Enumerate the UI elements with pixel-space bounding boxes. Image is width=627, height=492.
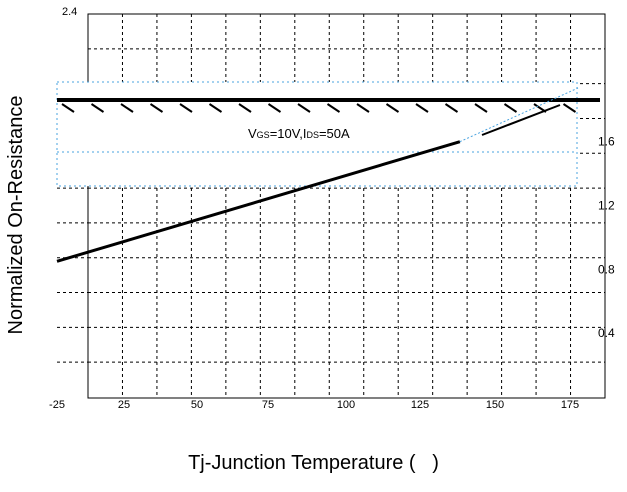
overlay-mark <box>267 103 282 113</box>
overlay-mark <box>90 103 105 113</box>
series-line <box>56 140 461 263</box>
y-tick-label: 0.4 <box>598 326 615 340</box>
series-secondary <box>481 104 561 136</box>
overlay-mark <box>149 103 164 113</box>
x-tick-label: 75 <box>262 399 274 411</box>
x-axis-label: Tj-Junction Temperature ( ) <box>188 452 439 474</box>
y-tick-label: 1.6 <box>598 135 615 149</box>
overlay-mark <box>208 103 223 113</box>
overlay-mark <box>120 103 134 113</box>
x-tick-label: 50 <box>191 399 203 411</box>
x-tick-label: 25 <box>118 399 130 411</box>
overlay-mark <box>61 103 75 113</box>
x-tick-label: 100 <box>337 399 355 411</box>
overlay-mark <box>444 103 459 113</box>
x-tick-label: 150 <box>486 399 504 411</box>
annotation-label: VGS=10V,IDS=50A <box>248 126 350 141</box>
overlay-mark <box>385 103 400 113</box>
y-tick-label: 1.2 <box>598 199 615 213</box>
x-tick-label: 175 <box>561 399 579 411</box>
overlay-mark <box>297 103 311 113</box>
overlay-mark <box>356 103 370 113</box>
x-tick-label: 125 <box>411 399 429 411</box>
overlay-mark <box>326 103 341 113</box>
plot-frame <box>87 13 606 399</box>
overlay-mark <box>179 103 193 113</box>
overlay-mark <box>415 103 429 113</box>
top-y-tick-label: 2.4 <box>62 6 78 18</box>
y-axis-label: Normalized On-Resistance <box>5 95 27 335</box>
series-continuation <box>459 87 579 143</box>
overlay-mark <box>503 103 518 113</box>
y-tick-label: 0.8 <box>598 262 615 276</box>
x-tick-label: -25 <box>49 399 65 411</box>
overlay-mark <box>562 103 577 113</box>
overlay-mark <box>474 103 488 113</box>
overlay-mark <box>238 103 252 113</box>
